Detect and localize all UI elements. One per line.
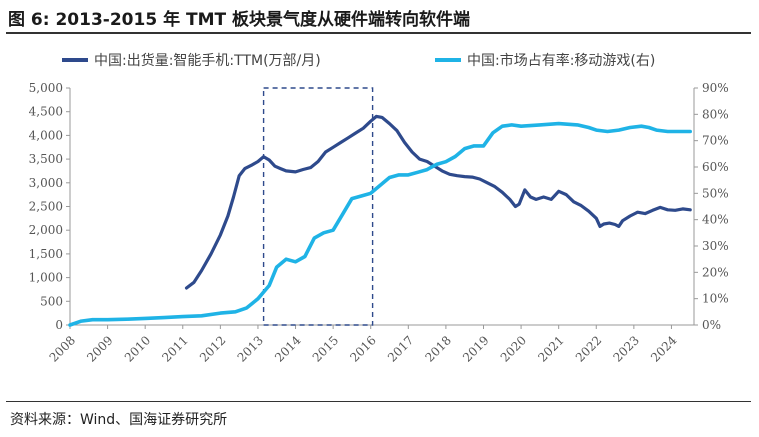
right-y-tick-label: 50% bbox=[702, 186, 729, 200]
x-tick-label: 2012 bbox=[197, 333, 228, 364]
figure-title: 图 6: 2013-2015 年 TMT 板块景气度从硬件端转向软件端 bbox=[8, 10, 471, 30]
left-y-tick-label: 1,500 bbox=[29, 247, 63, 261]
x-tick-label: 2018 bbox=[423, 333, 454, 364]
series-layer bbox=[68, 114, 692, 327]
x-tick-label: 2010 bbox=[122, 333, 153, 364]
x-axis-tick-labels: 2008 2009 2010 2011 2012 2013 2014 2015 2016 2017… bbox=[47, 333, 680, 365]
x-tick-label: 2015 bbox=[310, 333, 341, 364]
left-y-tick-label: 3,500 bbox=[29, 152, 63, 166]
series-line-smartphone-shipments bbox=[184, 114, 692, 290]
x-tick-label: 2009 bbox=[84, 333, 115, 364]
x-tick-label: 2014 bbox=[272, 333, 304, 365]
left-y-tick-label: 2,000 bbox=[29, 223, 63, 237]
left-y-tick-label: 500 bbox=[40, 294, 63, 308]
series-line-mobile-game-share bbox=[68, 121, 692, 327]
x-tick-label: 2011 bbox=[159, 333, 190, 364]
left-y-axis-tick-labels: 0 500 1,000 1,500 2,000 2,500 3,000 3,500 4,000 4… bbox=[29, 81, 63, 332]
x-tick-label: 2019 bbox=[460, 333, 491, 364]
source-divider bbox=[6, 401, 751, 402]
right-y-tick-label: 80% bbox=[702, 107, 729, 121]
left-y-tick-label: 0 bbox=[55, 318, 63, 332]
x-tick-label: 2020 bbox=[498, 333, 529, 364]
right-y-tick-label: 10% bbox=[702, 292, 729, 306]
right-y-tick-label: 40% bbox=[702, 213, 729, 227]
legend-label-mobile-game-share: 中国:市场占有率:移动游戏(右) bbox=[467, 52, 655, 69]
title-divider bbox=[6, 32, 751, 34]
left-y-tick-label: 5,000 bbox=[29, 81, 63, 95]
left-y-tick-label: 2,500 bbox=[29, 200, 63, 214]
x-tick-label: 2023 bbox=[610, 333, 641, 364]
left-y-tick-label: 3,000 bbox=[29, 176, 63, 190]
left-y-tick-label: 4,500 bbox=[29, 105, 63, 119]
right-y-tick-label: 70% bbox=[702, 134, 729, 148]
right-y-axis-tick-labels: 0% 10% 20% 30% 40% 50% 60% 70% 80% 90% bbox=[702, 81, 729, 332]
x-tick-label: 2024 bbox=[648, 333, 680, 365]
legend-label-shipments: 中国:出货量:智能手机:TTM(万部/月) bbox=[94, 52, 321, 69]
x-tick-label: 2017 bbox=[385, 333, 416, 364]
left-y-tick-label: 1,000 bbox=[29, 271, 63, 285]
right-y-tick-label: 20% bbox=[702, 265, 729, 279]
right-y-tick-label: 90% bbox=[702, 81, 729, 95]
left-y-tick-label: 4,000 bbox=[29, 128, 63, 142]
x-tick-label: 2021 bbox=[535, 333, 566, 364]
legend: 中国:出货量:智能手机:TTM(万部/月) 中国:市场占有率:移动游戏(右) bbox=[62, 52, 655, 69]
x-tick-label: 2022 bbox=[573, 333, 604, 364]
x-tick-label: 2016 bbox=[347, 333, 378, 364]
x-tick-label: 2008 bbox=[47, 333, 78, 364]
x-tick-label: 2013 bbox=[235, 333, 266, 364]
right-y-tick-label: 30% bbox=[702, 239, 729, 253]
highlight-box-2013-2015 bbox=[262, 87, 374, 326]
right-y-tick-label: 60% bbox=[702, 160, 729, 174]
right-y-tick-label: 0% bbox=[702, 318, 721, 332]
chart-axes bbox=[66, 87, 698, 329]
source-note: 资料来源：Wind、国海证券研究所 bbox=[10, 412, 228, 428]
